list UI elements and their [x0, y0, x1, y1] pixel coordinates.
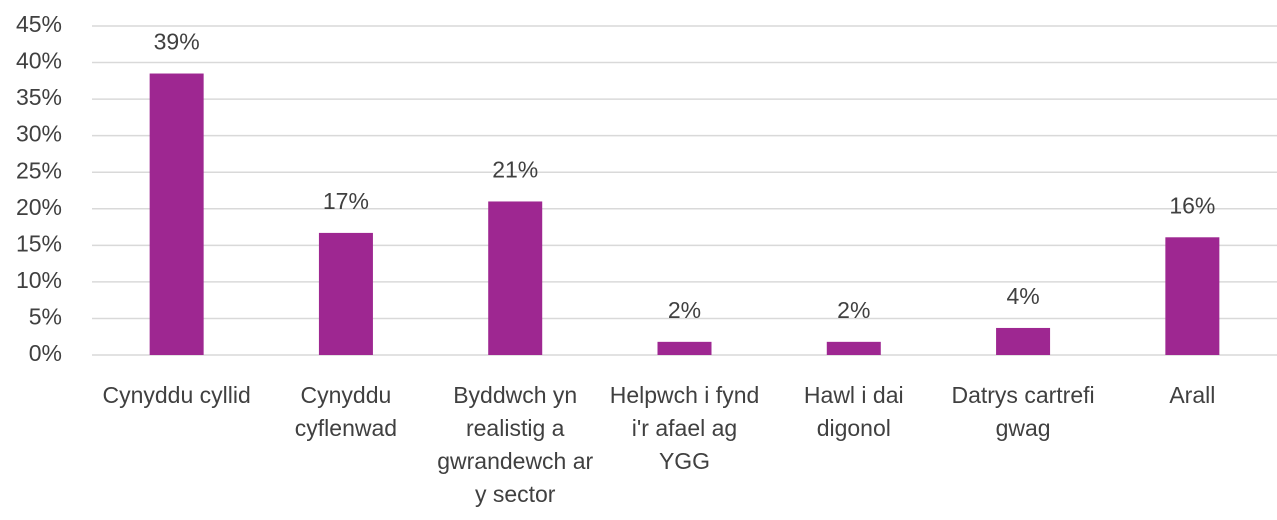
x-tick-label: Datrys cartrefi gwag — [951, 382, 1095, 441]
data-label: 2% — [668, 297, 701, 323]
x-tick-label: Hawl i dai digonol — [803, 382, 904, 441]
data-label: 21% — [492, 157, 538, 183]
data-label: 16% — [1169, 192, 1215, 218]
y-tick-label: 0% — [29, 340, 62, 366]
x-tick-label: Cynyddu cyflenwad — [294, 382, 398, 441]
x-tick-label: Byddwch yn realistig a gwrandewch ar y s… — [437, 382, 594, 507]
bar — [149, 73, 204, 356]
x-tick-label: Arall — [1169, 382, 1216, 408]
y-tick-label: 45% — [16, 11, 62, 37]
bar — [826, 341, 881, 355]
y-tick-label: 15% — [16, 230, 62, 256]
bar — [657, 341, 712, 355]
data-label: 39% — [154, 29, 200, 55]
y-tick-label: 25% — [16, 157, 62, 183]
bar — [1165, 237, 1220, 355]
x-tick-label: Cynyddu cyllid — [102, 382, 251, 408]
data-label: 4% — [1006, 283, 1039, 309]
y-tick-label: 20% — [16, 194, 62, 220]
bar — [488, 201, 543, 355]
y-tick-label: 5% — [29, 304, 62, 330]
x-tick-label: Helpwch i fynd i'r afael ag YGG — [609, 382, 760, 474]
y-tick-label: 30% — [16, 121, 62, 147]
y-tick-label: 35% — [16, 84, 62, 110]
y-tick-label: 10% — [16, 267, 62, 293]
bar — [996, 327, 1051, 355]
y-tick-label: 40% — [16, 48, 62, 74]
data-label: 17% — [323, 188, 369, 214]
bar — [318, 232, 373, 355]
data-label: 2% — [837, 297, 870, 323]
